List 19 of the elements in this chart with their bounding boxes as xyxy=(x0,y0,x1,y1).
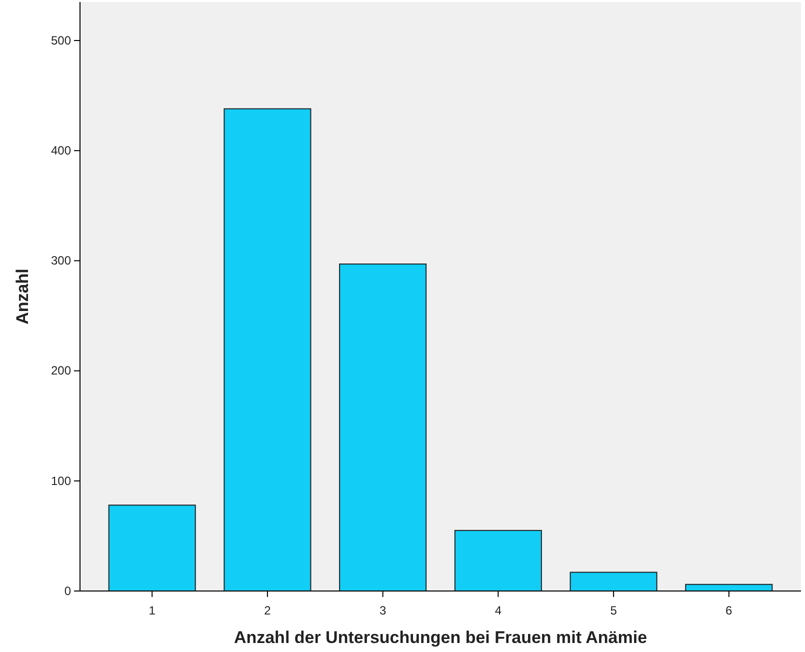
x-tick-label: 6 xyxy=(726,603,733,618)
bar xyxy=(339,264,427,592)
x-tick-label: 5 xyxy=(610,603,618,618)
x-tick-label: 3 xyxy=(379,603,386,618)
x-axis-title: Anzahl der Untersuchungen bei Frauen mit Anämie xyxy=(234,628,648,647)
y-tick-label: 0 xyxy=(64,584,72,598)
x-tick-label: 1 xyxy=(148,603,156,618)
y-tick-label: 400 xyxy=(50,143,72,158)
x-tick-label: 2 xyxy=(264,603,272,618)
y-tick-label: 300 xyxy=(50,254,72,268)
bar xyxy=(224,108,312,592)
y-axis-title: Anzahl xyxy=(13,268,32,324)
y-tick-label: 200 xyxy=(50,364,72,378)
bar xyxy=(108,504,196,592)
x-tick-label: 4 xyxy=(494,603,502,618)
y-tick-label: 100 xyxy=(50,474,72,488)
y-tick-label: 500 xyxy=(50,33,72,48)
bar xyxy=(454,530,542,592)
bar xyxy=(570,572,658,592)
